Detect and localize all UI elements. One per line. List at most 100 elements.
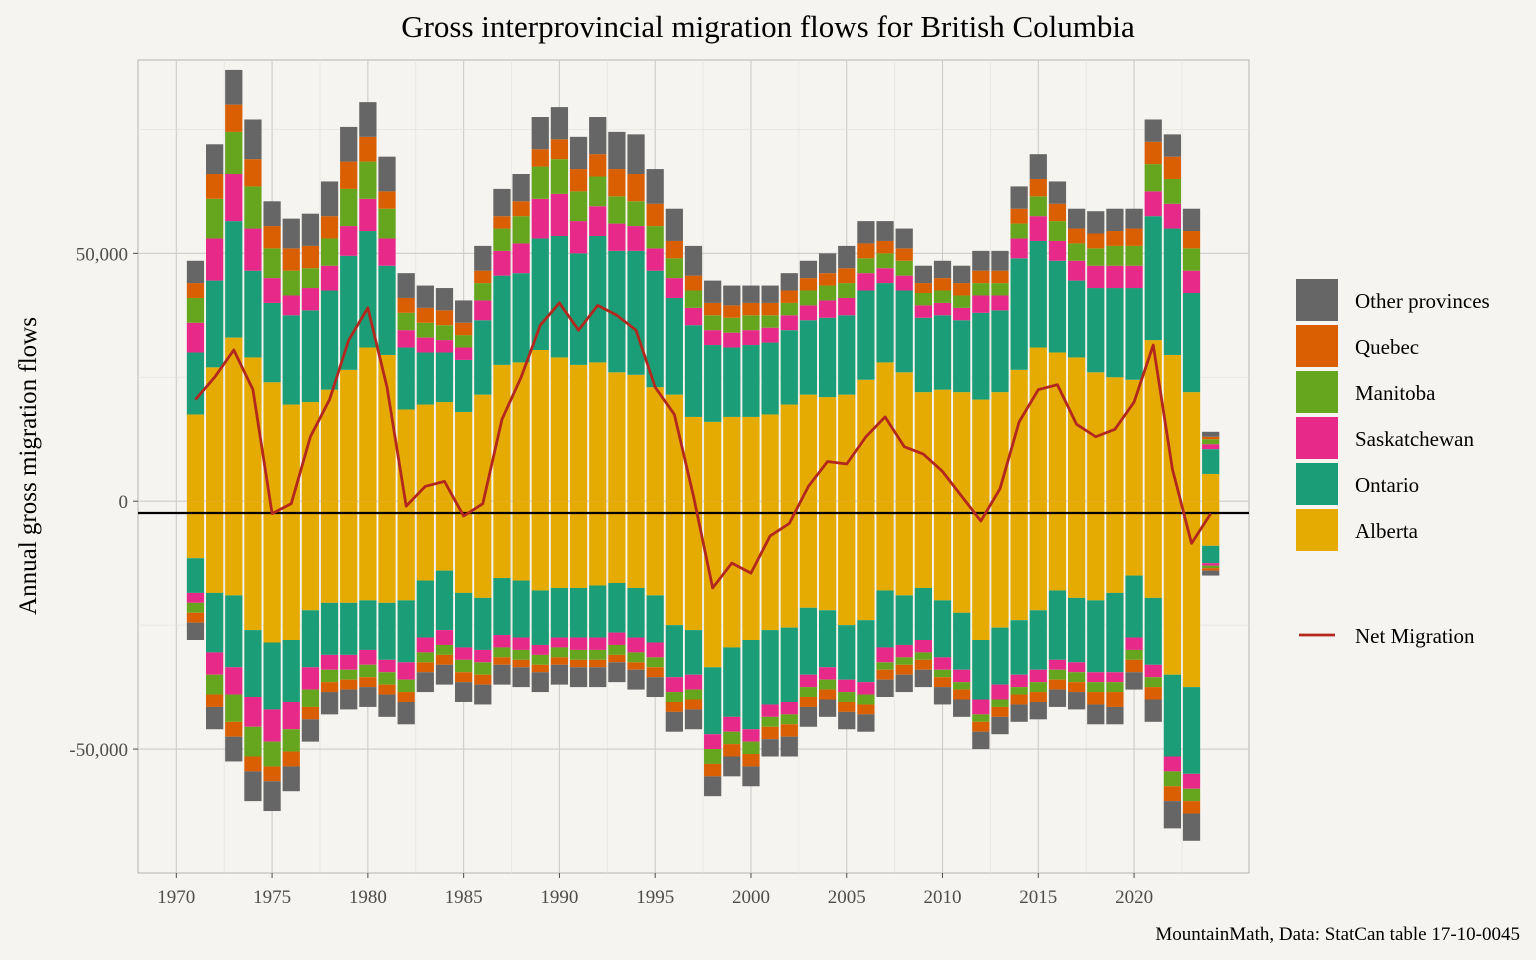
bar-outflow-saskatchewan <box>1106 672 1124 683</box>
bar-inflow-manitoba <box>684 290 703 308</box>
legend-label: Saskatchewan <box>1355 427 1474 451</box>
bar-inflow-ontario <box>225 221 243 338</box>
bar-outflow-ontario <box>723 647 741 717</box>
bar-inflow-manitoba <box>933 290 952 303</box>
bar-inflow-alberta <box>186 414 205 502</box>
bar-outflow-ontario <box>914 587 932 641</box>
bar-outflow-quebec <box>512 659 530 668</box>
bar-inflow-other-provinces <box>1163 134 1181 157</box>
bar-inflow-saskatchewan <box>550 193 569 236</box>
bar-inflow-saskatchewan <box>780 315 798 331</box>
bar-inflow-manitoba <box>550 159 569 194</box>
bar-outflow-saskatchewan <box>225 667 243 695</box>
x-tick-label: 1970 <box>157 887 195 908</box>
bar-outflow-other-provinces <box>723 756 741 777</box>
bar-inflow-manitoba <box>914 292 932 306</box>
legend-label: Quebec <box>1355 335 1419 359</box>
bar-inflow-alberta <box>704 421 722 502</box>
bar-outflow-other-provinces <box>1029 701 1047 720</box>
net-migration-line <box>194 301 1212 590</box>
bar-outflow-saskatchewan <box>608 632 626 645</box>
bar-inflow-ontario <box>818 317 837 398</box>
bar-outflow-ontario <box>1202 545 1220 564</box>
bar-outflow-ontario <box>340 602 358 655</box>
bar-inflow-alberta <box>531 350 549 502</box>
bar-outflow-manitoba <box>225 694 243 722</box>
bar-inflow-saskatchewan <box>1067 260 1086 281</box>
bar-inflow-saskatchewan <box>1010 238 1028 259</box>
bar-outflow-saskatchewan <box>263 709 281 742</box>
bar-inflow-manitoba <box>1106 245 1124 266</box>
bar-inflow-manitoba <box>359 161 377 199</box>
bar-inflow-alberta <box>876 362 894 502</box>
bar-inflow-manitoba <box>665 258 683 279</box>
bar-outflow-ontario <box>684 630 703 675</box>
bar-inflow-ontario <box>512 273 530 363</box>
bar-inflow-alberta <box>1010 369 1028 502</box>
bar-outflow-quebec <box>684 699 703 710</box>
bar-outflow-quebec <box>263 766 281 782</box>
bar-inflow-manitoba <box>818 285 837 301</box>
bar-outflow-manitoba <box>1067 672 1086 683</box>
bar-outflow-manitoba <box>1048 669 1067 680</box>
bar-inflow-alberta <box>838 394 856 502</box>
bar-outflow-manitoba <box>340 669 358 680</box>
bar-inflow-saskatchewan <box>225 174 243 222</box>
bar-outflow-other-provinces <box>780 736 798 757</box>
bar-outflow-manitoba <box>206 674 224 695</box>
bar-inflow-saskatchewan <box>1106 265 1124 289</box>
bar-outflow-manitoba <box>589 649 607 660</box>
bar-outflow-quebec <box>818 689 837 700</box>
bar-inflow-saskatchewan <box>704 330 722 346</box>
bar-outflow-manitoba <box>359 664 377 678</box>
bar-inflow-other-provinces <box>186 260 205 284</box>
bar-outflow-alberta <box>876 501 894 591</box>
bar-outflow-alberta <box>838 501 856 626</box>
bar-inflow-manitoba <box>953 295 971 308</box>
bar-outflow-manitoba <box>876 662 894 670</box>
bar-outflow-manitoba <box>838 692 856 702</box>
bar-outflow-ontario <box>1029 610 1047 670</box>
bar-outflow-manitoba <box>569 649 588 660</box>
bar-outflow-saskatchewan <box>569 637 588 650</box>
bar-outflow-saskatchewan <box>186 592 205 603</box>
bar-outflow-other-provinces <box>244 771 262 802</box>
bar-outflow-manitoba <box>320 669 339 683</box>
bar-outflow-other-provinces <box>1144 699 1162 722</box>
y-tick-label: 50,000 <box>76 244 128 265</box>
bar-outflow-manitoba <box>416 652 434 663</box>
bar-inflow-other-provinces <box>206 144 224 175</box>
bar-outflow-ontario <box>301 610 320 668</box>
bar-inflow-other-provinces <box>991 250 1009 271</box>
bar-inflow-manitoba <box>512 216 530 244</box>
bar-outflow-quebec <box>780 724 798 737</box>
bar-inflow-manitoba <box>895 260 913 276</box>
bar-inflow-other-provinces <box>876 221 894 241</box>
bar-inflow-manitoba <box>972 283 990 296</box>
bar-inflow-saskatchewan <box>416 337 434 353</box>
bar-outflow-alberta <box>1048 501 1067 591</box>
bar-outflow-other-provinces <box>263 781 281 812</box>
bar-outflow-manitoba <box>761 716 779 727</box>
bar-inflow-ontario <box>282 315 300 405</box>
bar-inflow-ontario <box>186 352 205 415</box>
bar-outflow-ontario <box>1125 575 1143 638</box>
bar-inflow-ontario <box>474 320 492 395</box>
bar-outflow-quebec <box>1163 786 1181 802</box>
bar-inflow-quebec <box>665 240 683 259</box>
bar-inflow-other-provinces <box>589 117 607 155</box>
bar-inflow-other-provinces <box>1182 208 1201 232</box>
bar-outflow-other-provinces <box>608 662 626 683</box>
bar-inflow-other-provinces <box>1087 211 1105 234</box>
bar-inflow-saskatchewan <box>665 278 683 298</box>
bar-outflow-saskatchewan <box>397 662 415 680</box>
bar-inflow-quebec <box>627 174 645 202</box>
legend-key-other-provinces <box>1296 279 1338 321</box>
bar-inflow-other-provinces <box>301 213 320 246</box>
bar-inflow-quebec <box>818 273 837 286</box>
x-tick-label: 2020 <box>1115 887 1153 908</box>
bar-outflow-saskatchewan <box>953 669 971 683</box>
bar-inflow-alberta <box>225 337 243 502</box>
bar-outflow-other-provinces <box>972 731 990 750</box>
bar-inflow-quebec <box>876 240 894 254</box>
